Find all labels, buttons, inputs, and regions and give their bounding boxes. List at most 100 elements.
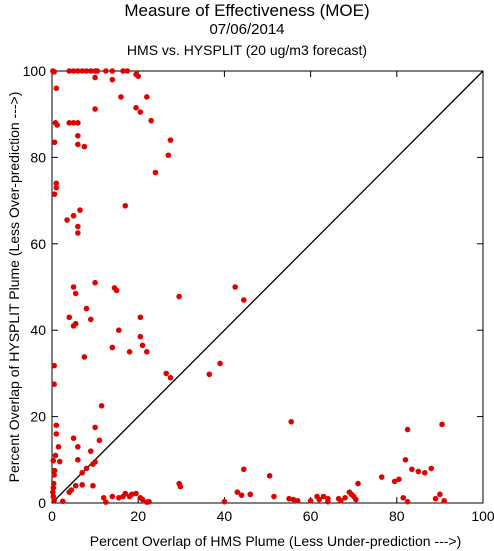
data-point: [437, 491, 443, 498]
data-point: [56, 458, 63, 465]
data-point: [59, 498, 66, 505]
data-point: [77, 207, 83, 213]
data-point: [415, 468, 422, 475]
data-point: [177, 483, 184, 490]
data-point: [409, 466, 415, 473]
data-point: [167, 374, 174, 381]
data-point: [139, 496, 146, 503]
data-point: [144, 94, 150, 100]
chart-title: Measure of Effectiveness (MOE): [124, 1, 370, 20]
data-point: [83, 465, 90, 472]
data-points: [50, 68, 448, 505]
data-point: [51, 497, 57, 504]
data-point: [87, 448, 94, 454]
x-tick-label: 40: [217, 508, 233, 524]
data-point: [50, 457, 57, 464]
data-point: [176, 293, 182, 300]
data-point: [439, 421, 445, 428]
data-point: [51, 139, 58, 146]
data-point: [81, 354, 88, 360]
data-point: [72, 482, 79, 489]
y-tick-label: 80: [30, 149, 46, 165]
data-point: [100, 495, 107, 501]
data-point: [75, 133, 81, 139]
data-point: [126, 349, 133, 355]
data-point: [50, 480, 57, 487]
data-point: [92, 74, 98, 81]
data-point: [109, 68, 116, 74]
data-point: [66, 314, 73, 321]
data-point: [122, 202, 129, 209]
data-point: [54, 122, 60, 128]
data-point: [53, 431, 60, 437]
data-point: [137, 333, 144, 340]
data-point: [206, 371, 213, 378]
data-point: [286, 495, 292, 502]
data-point: [378, 474, 385, 480]
y-tick-label: 60: [30, 236, 46, 252]
data-point: [51, 362, 57, 369]
data-point: [144, 349, 150, 355]
data-point: [53, 184, 60, 191]
data-point: [75, 68, 81, 74]
data-point: [75, 141, 81, 148]
data-point: [128, 491, 135, 498]
data-point: [103, 68, 109, 74]
data-point: [66, 489, 73, 496]
data-point: [83, 305, 90, 312]
y-axis-label: Percent Overlap of HYSPLIT Plume (Less O…: [6, 92, 22, 483]
data-point: [221, 498, 228, 505]
data-point: [92, 459, 98, 465]
data-point: [355, 480, 361, 487]
data-point: [400, 495, 407, 501]
data-point: [116, 327, 122, 334]
data-point: [396, 476, 402, 483]
data-point: [294, 498, 301, 504]
data-point: [92, 424, 98, 431]
data-point: [422, 469, 428, 476]
data-point: [325, 498, 331, 505]
data-point: [124, 68, 131, 74]
chart-date: 07/06/2014: [209, 21, 285, 38]
data-point: [51, 381, 57, 388]
data-point: [98, 403, 105, 409]
data-point: [51, 467, 58, 474]
data-point: [137, 109, 144, 115]
data-point: [342, 495, 348, 501]
data-point: [70, 323, 77, 329]
data-point: [247, 491, 254, 498]
data-point: [122, 490, 129, 497]
data-point: [113, 287, 120, 294]
data-point: [83, 68, 90, 74]
data-point: [70, 284, 77, 290]
data-point: [53, 85, 60, 92]
data-point: [402, 457, 409, 463]
x-tick-label: 80: [389, 508, 405, 524]
x-tick-label: 100: [471, 508, 494, 524]
data-point: [51, 191, 58, 197]
data-point: [240, 466, 247, 473]
data-point: [288, 418, 295, 425]
data-point: [96, 437, 103, 444]
data-point: [75, 223, 81, 230]
data-point: [148, 117, 154, 124]
data-point: [404, 426, 411, 433]
y-tick-label: 100: [23, 63, 47, 79]
data-point: [51, 472, 57, 478]
data-point: [64, 217, 70, 223]
data-point: [53, 422, 60, 429]
data-point: [165, 152, 172, 159]
reference-diagonal-line: [51, 70, 484, 504]
data-point: [75, 230, 81, 236]
y-tick-label: 40: [30, 322, 46, 338]
data-point: [137, 314, 144, 321]
data-point: [55, 444, 62, 450]
data-point: [94, 68, 101, 74]
data-point: [217, 360, 223, 367]
data-point: [50, 485, 57, 491]
data-point: [66, 120, 73, 126]
data-point: [337, 498, 344, 504]
data-point: [290, 496, 297, 503]
data-point: [441, 498, 448, 504]
data-point: [87, 68, 94, 74]
